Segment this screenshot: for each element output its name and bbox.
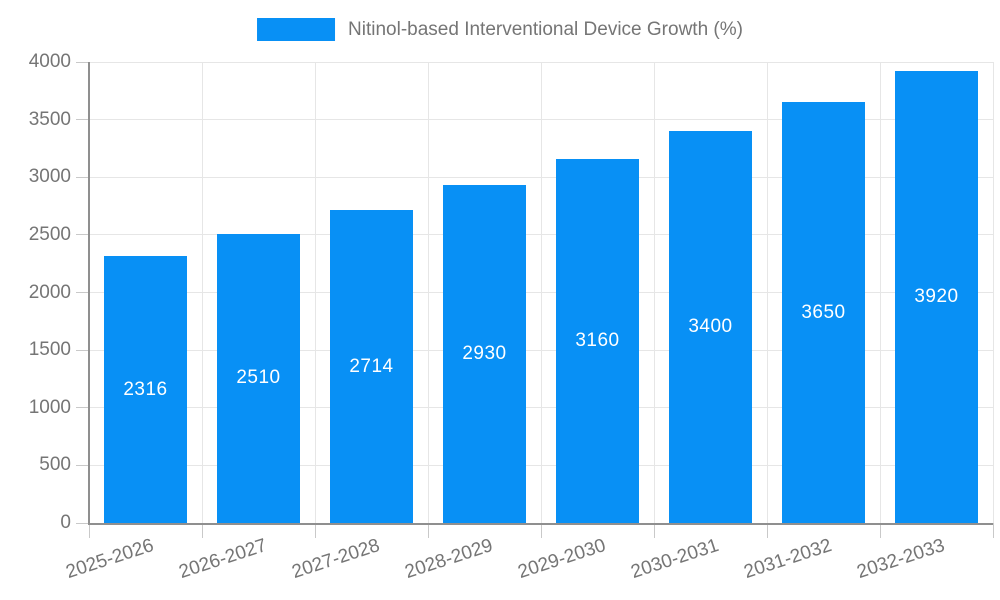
y-axis-tick bbox=[76, 119, 89, 121]
bar[interactable]: 2316 bbox=[104, 256, 187, 523]
gridline-vertical bbox=[653, 62, 655, 523]
bar-value-label: 2510 bbox=[236, 367, 281, 389]
bar[interactable]: 3650 bbox=[782, 102, 865, 523]
x-axis-tick bbox=[540, 523, 542, 538]
bar-value-label: 3650 bbox=[801, 301, 846, 323]
bar-value-label: 2930 bbox=[462, 343, 507, 365]
bar-value-label: 2714 bbox=[349, 355, 394, 377]
y-axis-tick-label: 4000 bbox=[28, 51, 71, 72]
y-axis-tick bbox=[76, 349, 89, 351]
bar[interactable]: 3920 bbox=[895, 71, 978, 523]
bar[interactable]: 2510 bbox=[217, 233, 300, 523]
bar[interactable]: 2714 bbox=[330, 210, 413, 523]
x-axis-category-label: 2026-2027 bbox=[176, 535, 269, 584]
bar-value-label: 2316 bbox=[123, 378, 168, 400]
legend-label: Nitinol-based Interventional Device Grow… bbox=[348, 18, 743, 40]
bar[interactable]: 3400 bbox=[669, 131, 752, 523]
chart-legend[interactable]: Nitinol-based Interventional Device Grow… bbox=[257, 18, 743, 41]
y-axis-tick bbox=[76, 234, 89, 236]
y-axis-tick-label: 2000 bbox=[28, 281, 71, 303]
y-axis-tick-label: 1000 bbox=[28, 396, 71, 418]
x-axis-category-label: 2030-2031 bbox=[628, 535, 721, 584]
x-axis-tick bbox=[88, 523, 90, 538]
y-axis-tick-label: 500 bbox=[39, 454, 71, 476]
x-axis-category-label: 2027-2028 bbox=[289, 535, 382, 584]
gridline-vertical bbox=[540, 62, 542, 523]
y-axis-tick-label: 2500 bbox=[28, 223, 71, 245]
gridline-vertical bbox=[879, 62, 881, 523]
gridline-vertical bbox=[201, 62, 203, 523]
y-axis-tick bbox=[76, 61, 89, 63]
x-axis-line bbox=[88, 523, 993, 525]
bar-value-label: 3920 bbox=[914, 286, 959, 308]
y-axis-tick bbox=[76, 522, 89, 524]
legend-swatch bbox=[257, 18, 336, 41]
y-axis-tick-label: 1500 bbox=[28, 339, 71, 361]
bar-value-label: 3400 bbox=[688, 316, 733, 338]
y-axis-tick-label: 3500 bbox=[28, 108, 71, 130]
x-axis-tick bbox=[766, 523, 768, 538]
y-axis-line bbox=[88, 62, 90, 524]
x-axis-tick bbox=[201, 523, 203, 538]
x-axis-tick bbox=[879, 523, 881, 538]
bar[interactable]: 2930 bbox=[443, 185, 526, 523]
gridline-vertical bbox=[314, 62, 316, 523]
x-axis-tick bbox=[992, 523, 994, 538]
x-axis-category-label: 2025-2026 bbox=[63, 535, 156, 584]
x-axis-category-label: 2031-2032 bbox=[741, 535, 834, 584]
y-axis-tick bbox=[76, 407, 89, 409]
gridline-vertical bbox=[427, 62, 429, 523]
x-axis-category-label: 2029-2030 bbox=[515, 535, 608, 584]
bar[interactable]: 3160 bbox=[556, 158, 639, 523]
y-axis-tick bbox=[76, 464, 89, 466]
x-axis-tick bbox=[314, 523, 316, 538]
x-axis-tick bbox=[427, 523, 429, 538]
bar-value-label: 3160 bbox=[575, 329, 620, 351]
y-axis-tick-label: 0 bbox=[60, 512, 71, 533]
x-axis-category-label: 2032-2033 bbox=[854, 535, 947, 584]
y-axis-tick bbox=[76, 292, 89, 293]
y-axis-tick bbox=[76, 176, 89, 178]
gridline-vertical bbox=[992, 62, 994, 523]
x-axis-tick bbox=[653, 523, 655, 538]
y-axis-tick-label: 3000 bbox=[28, 166, 71, 188]
gridline-vertical bbox=[766, 62, 768, 523]
x-axis-category-label: 2028-2029 bbox=[402, 535, 495, 584]
